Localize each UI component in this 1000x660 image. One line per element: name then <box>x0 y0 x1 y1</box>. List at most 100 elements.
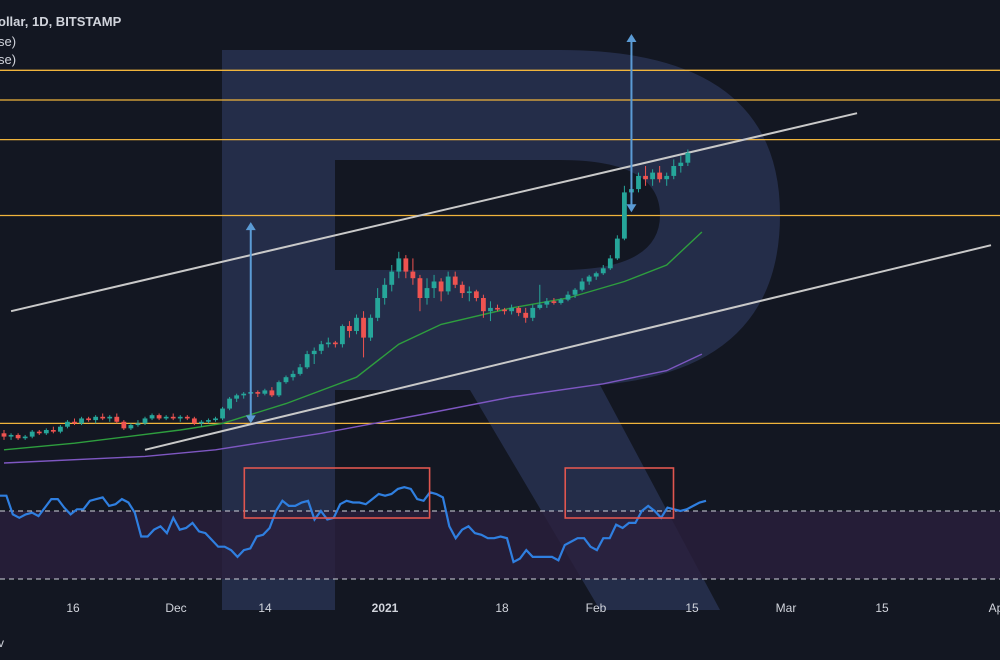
candle-body <box>586 276 592 282</box>
candle <box>65 420 70 429</box>
candle-body <box>318 344 324 351</box>
candle <box>8 433 14 440</box>
candle-body <box>516 307 522 313</box>
candle-body <box>36 431 42 434</box>
candle-body <box>410 271 416 279</box>
candle-body <box>565 294 571 300</box>
candle <box>445 271 451 295</box>
candle <box>657 166 663 183</box>
candle <box>565 291 571 302</box>
candle-body <box>431 281 437 289</box>
candle <box>79 416 84 426</box>
candle-body <box>417 278 423 298</box>
candle-body <box>58 426 63 432</box>
candle-body <box>114 416 120 422</box>
candle-body <box>149 415 155 419</box>
candle <box>311 347 317 364</box>
rsi-line <box>0 486 707 564</box>
candle-body <box>340 326 345 345</box>
candle <box>622 185 627 241</box>
x-tick-label: Dec <box>165 601 186 615</box>
candle-body <box>481 298 486 312</box>
candle <box>431 274 437 298</box>
candle <box>614 235 620 261</box>
candle-body <box>72 421 77 424</box>
candle <box>671 159 677 180</box>
channel-line <box>10 112 858 313</box>
candles <box>1 149 691 440</box>
candle <box>347 321 352 338</box>
moving-averages <box>3 231 703 464</box>
corner-label: v <box>0 636 4 650</box>
candle-body <box>297 367 303 374</box>
candle <box>128 423 134 430</box>
candle <box>283 375 289 384</box>
candle <box>452 271 458 289</box>
candle-body <box>382 284 388 298</box>
candle <box>149 413 155 421</box>
highlight-boxes <box>243 467 675 519</box>
candle-body <box>558 299 564 303</box>
arrow-head-up <box>245 222 256 231</box>
candle-body <box>403 258 409 272</box>
candle-body <box>135 423 141 426</box>
watermark-r-shape <box>222 50 780 610</box>
moving-average-line <box>3 353 703 464</box>
candle <box>537 284 543 310</box>
candle-body <box>671 166 677 176</box>
x-axis: 16 Dec 14 2021 18 Feb 15 Mar 15 Ap <box>66 601 1000 615</box>
candle-body <box>593 273 599 277</box>
candle <box>121 420 127 430</box>
candle-body <box>100 416 106 419</box>
arrows <box>245 34 637 424</box>
candle-body <box>375 298 381 318</box>
candle-body <box>636 175 641 190</box>
candle <box>29 430 35 439</box>
candle <box>523 307 529 323</box>
candle-body <box>650 172 655 180</box>
candle-body <box>347 326 352 331</box>
candle <box>43 428 49 435</box>
candle-body <box>213 418 218 421</box>
candle-body <box>572 289 578 295</box>
measure-arrow <box>626 34 637 213</box>
candle <box>664 172 670 186</box>
candle-body <box>304 354 310 368</box>
candle-body <box>622 192 627 239</box>
arrow-head-down <box>626 204 637 213</box>
candle <box>502 307 507 315</box>
candle-body <box>537 304 543 308</box>
candle <box>410 258 416 285</box>
candle-body <box>184 416 190 419</box>
candle <box>544 298 550 308</box>
candle-body <box>121 421 127 429</box>
candle <box>678 156 684 173</box>
candle-body <box>177 416 183 419</box>
candle <box>509 304 514 315</box>
candle <box>481 294 486 318</box>
candle <box>417 274 423 312</box>
candle-body <box>544 301 550 305</box>
legend-line-3: se) <box>0 52 17 67</box>
candle-body <box>290 373 296 378</box>
candle <box>199 420 204 427</box>
candle <box>438 278 444 302</box>
candle <box>586 274 592 285</box>
candle <box>551 298 557 305</box>
x-tick-label: 18 <box>495 601 509 615</box>
candle <box>488 301 493 322</box>
candle <box>93 415 99 424</box>
candle <box>227 397 232 411</box>
candle-body <box>438 281 444 292</box>
candle <box>50 426 56 434</box>
candle <box>354 314 359 335</box>
candle <box>269 387 275 397</box>
level-lines <box>0 69 1000 425</box>
candle-body <box>15 434 21 439</box>
candle <box>86 416 91 422</box>
candle-body <box>452 276 458 285</box>
candle-body <box>93 416 99 421</box>
candle <box>579 278 585 292</box>
candle <box>255 390 261 397</box>
candle-body <box>368 317 373 338</box>
